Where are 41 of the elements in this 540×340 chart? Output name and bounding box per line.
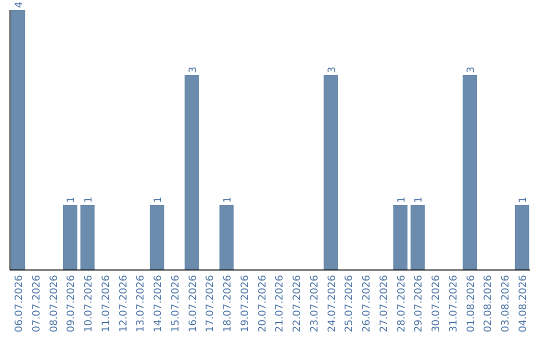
x-tick-label: 23.07.2026 — [309, 275, 320, 332]
x-tick-label: 27.07.2026 — [378, 275, 390, 332]
x-tick-label: 31.07.2026 — [448, 275, 460, 332]
x-tick-label: 18.07.2026 — [222, 275, 234, 332]
x-tick-label: 10.07.2026 — [84, 275, 95, 332]
x-tick-label: 13.07.2026 — [136, 275, 147, 332]
data-label: 1 — [222, 196, 234, 203]
x-tick-label: 06.07.2026 — [14, 275, 25, 332]
x-tick-label: 11.07.2026 — [100, 275, 112, 332]
x-tick-label: 29.07.2026 — [414, 275, 425, 332]
data-label: 1 — [518, 196, 530, 203]
data-label: 1 — [396, 196, 408, 203]
x-tick-label: 03.08.2026 — [500, 275, 512, 332]
x-tick-label: 30.07.2026 — [431, 275, 442, 332]
x-tick-label: 07.07.2026 — [31, 275, 42, 332]
x-tick-label: 25.07.2026 — [344, 275, 356, 332]
data-label: 3 — [326, 66, 338, 73]
x-tick-label: 01.08.2026 — [466, 275, 477, 332]
x-tick-label: 04.08.2026 — [518, 275, 530, 332]
x-tick-label: 14.07.2026 — [153, 275, 164, 332]
x-tick-label: 21.07.2026 — [274, 275, 286, 332]
x-tick-label: 12.07.2026 — [118, 275, 130, 332]
x-tick-label: 09.07.2026 — [66, 275, 78, 332]
x-tick-label: 08.07.2026 — [48, 275, 60, 332]
x-tick-label: 20.07.2026 — [257, 275, 268, 332]
x-tick-label: 02.08.2026 — [483, 275, 494, 332]
data-label: 1 — [153, 196, 164, 203]
data-label: 3 — [466, 66, 477, 73]
x-tick-label: 16.07.2026 — [188, 275, 199, 332]
x-tick-label: 28.07.2026 — [396, 275, 408, 332]
data-label: 4 — [14, 2, 25, 8]
data-label: 1 — [66, 196, 78, 203]
x-tick-label: 19.07.2026 — [240, 275, 251, 332]
x-tick-label: 26.07.2026 — [362, 275, 373, 332]
x-tick-label: 15.07.2026 — [170, 275, 182, 332]
x-tick-label: 24.07.2026 — [326, 275, 338, 332]
data-label: 3 — [188, 66, 199, 73]
x-tick-label: 17.07.2026 — [205, 275, 216, 332]
data-label: 1 — [414, 196, 425, 203]
data-label: 1 — [84, 196, 95, 203]
x-tick-label: 22.07.2026 — [292, 275, 304, 332]
